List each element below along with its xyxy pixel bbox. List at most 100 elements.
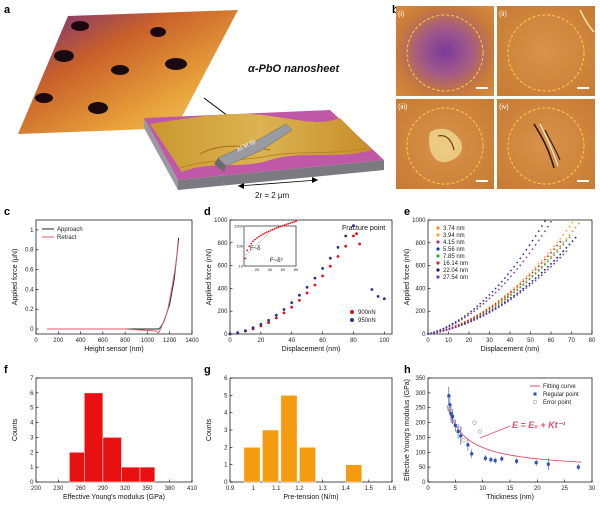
data-point	[305, 291, 309, 295]
data-point	[547, 260, 549, 263]
data-point	[547, 252, 549, 255]
data-point	[430, 332, 432, 335]
data-point	[550, 257, 552, 260]
data-point	[531, 280, 534, 282]
data-point	[513, 294, 515, 297]
legend-swatch	[436, 240, 440, 244]
x-tick-label: 600	[98, 338, 109, 344]
data-point	[473, 310, 475, 313]
data-point	[454, 326, 457, 329]
data-point	[540, 235, 543, 237]
histogram-bar	[84, 392, 104, 483]
data-point	[439, 330, 442, 333]
data-point	[298, 293, 301, 297]
data-point	[504, 294, 506, 297]
data-point	[510, 297, 512, 299]
data-point	[467, 314, 469, 317]
data-point	[544, 268, 546, 271]
panel-label-d: d	[204, 206, 211, 218]
data-point	[282, 311, 286, 315]
data-point	[516, 294, 519, 296]
data-point	[500, 285, 503, 288]
data-point	[485, 310, 488, 313]
data-point	[228, 332, 232, 336]
data-point	[491, 305, 494, 307]
data-point	[553, 254, 555, 256]
y-tick-label: 2	[224, 445, 228, 451]
legend-label: Regular point	[543, 392, 579, 398]
legend-swatch	[532, 399, 538, 405]
data-point	[479, 305, 482, 308]
inset-point	[291, 221, 293, 224]
x-tick-label: 400	[76, 338, 87, 344]
regular-point	[466, 443, 470, 447]
y-axis-label: Applied force (μN)	[12, 249, 19, 306]
data-point	[457, 325, 460, 328]
panel-label-e: e	[404, 206, 410, 218]
y-tick-label: 150	[415, 435, 426, 441]
chart-c: 0 200 400 600 800 1000 1200 1400 0 0.2 0.4 0.6 0.8 1 H…	[12, 219, 199, 353]
data-point	[556, 244, 558, 247]
regular-point	[470, 452, 474, 456]
data-point	[491, 290, 494, 293]
data-point	[516, 289, 519, 292]
panel-d: d 0 20 40 60 80 10002004006008001000Displacem…	[204, 206, 393, 353]
data-point	[482, 315, 485, 317]
data-point	[525, 248, 528, 251]
data-point	[528, 244, 531, 247]
data-point	[305, 285, 309, 289]
data-point	[537, 262, 540, 265]
inset-label: F~δ	[250, 246, 261, 252]
data-point	[568, 236, 571, 239]
data-point	[537, 274, 540, 277]
x-tick-label: 25	[561, 486, 568, 492]
data-point	[531, 269, 534, 272]
data-point	[467, 312, 469, 315]
data-point	[259, 322, 263, 326]
data-point	[500, 304, 503, 307]
data-point	[553, 259, 555, 262]
data-point	[427, 333, 429, 335]
x-tick-label: 290	[98, 486, 109, 492]
regular-point	[453, 424, 457, 427]
data-point	[470, 312, 472, 315]
inset-point	[263, 232, 266, 235]
data-point	[457, 319, 460, 321]
data-point	[510, 298, 512, 301]
data-point	[537, 265, 540, 268]
x-tick-label: 20	[534, 486, 541, 492]
data-point	[556, 259, 558, 262]
error-point	[477, 429, 483, 434]
data-point	[540, 225, 543, 228]
data-point	[510, 294, 512, 296]
x-tick-label: 20	[466, 338, 473, 344]
data-point	[525, 285, 528, 287]
legend-swatch	[436, 275, 440, 279]
panel-label-b: b	[392, 4, 399, 16]
inset-point	[244, 257, 247, 260]
sio2-label: SiO2	[150, 164, 163, 170]
data-point	[244, 329, 247, 332]
data-point	[460, 322, 463, 325]
y-tick-label: 3	[224, 428, 228, 434]
histogram-bar	[299, 447, 316, 483]
data-point	[544, 263, 546, 266]
y-tick-label: 0	[224, 480, 228, 486]
error-point	[472, 420, 477, 425]
data-point	[562, 241, 565, 244]
data-point	[513, 271, 515, 274]
data-point	[470, 310, 472, 313]
data-point	[473, 316, 475, 319]
data-point	[460, 324, 463, 327]
x-axis-label: Thickness (nm)	[486, 494, 534, 501]
data-point	[321, 267, 324, 270]
data-point	[540, 262, 543, 264]
data-point	[550, 251, 552, 254]
data-point	[531, 274, 534, 277]
data-point	[504, 302, 506, 305]
data-point	[504, 301, 506, 304]
histogram-bar	[243, 447, 261, 483]
y-tick-label: 300	[415, 391, 426, 397]
data-point	[522, 289, 525, 292]
data-point	[513, 265, 515, 268]
